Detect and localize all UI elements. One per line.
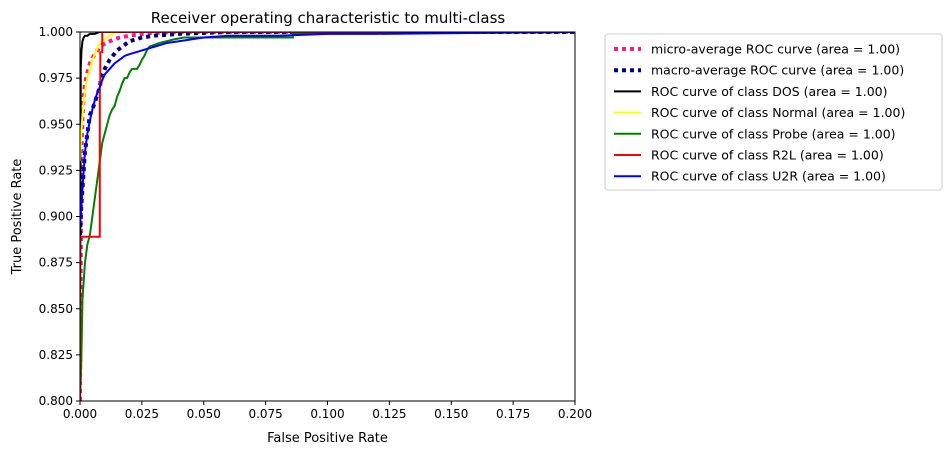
legend-label-5: ROC curve of class Probe (area = 1.00) (651, 126, 896, 141)
legend: micro-average ROC curve (area = 1.00) mac… (604, 33, 943, 191)
y-tick-label: 0.925 (39, 163, 73, 177)
y-tick-label: 0.875 (39, 256, 73, 270)
series-layer (80, 32, 575, 401)
x-tick-label: 0.200 (558, 407, 592, 421)
y-tick-label: 0.825 (39, 348, 73, 362)
x-tick-label: 0.050 (187, 407, 221, 421)
y-tick-label: 1.000 (39, 25, 73, 39)
legend-label-6: ROC curve of class R2L (area = 1.00) (651, 148, 884, 163)
y-tick-label: 0.800 (39, 394, 73, 408)
legend-label-7: ROC curve of class U2R (area = 1.00) (651, 169, 886, 184)
chart-title: Receiver operating characteristic to mul… (151, 9, 506, 27)
y-tick-label: 0.900 (39, 210, 73, 224)
y-tick-label: 0.950 (39, 117, 73, 131)
series-line-5 (80, 32, 575, 401)
legend-label-2: macro-average ROC curve (area = 1.00) (651, 63, 904, 78)
x-tick-label: 0.000 (63, 407, 97, 421)
y-axis-label: True Positive Rate (10, 159, 25, 276)
y-tick-label: 0.850 (39, 302, 73, 316)
x-axis: 0.000 0.025 0.050 0.075 0.100 0.125 0.150 0.175… (63, 401, 592, 421)
x-tick-label: 0.175 (496, 407, 530, 421)
x-tick-label: 0.100 (310, 407, 344, 421)
y-axis: 0.800 0.825 0.850 0.875 0.900 0.925 0.950 0.975… (39, 25, 80, 408)
x-tick-label: 0.025 (125, 407, 159, 421)
x-tick-label: 0.150 (434, 407, 468, 421)
x-tick-label: 0.125 (372, 407, 406, 421)
y-tick-label: 0.975 (39, 71, 73, 85)
series-line-7 (80, 32, 575, 226)
x-tick-label: 0.075 (248, 407, 282, 421)
legend-label-4: ROC curve of class Normal (area = 1.00) (651, 105, 905, 120)
legend-label-3: ROC curve of class DOS (area = 1.00) (651, 84, 888, 99)
x-axis-label: False Positive Rate (267, 431, 388, 446)
series-line-3 (80, 32, 575, 401)
legend-frame (604, 33, 943, 191)
series-line-4 (80, 32, 575, 162)
legend-label-1: micro-average ROC curve (area = 1.00) (651, 42, 900, 57)
